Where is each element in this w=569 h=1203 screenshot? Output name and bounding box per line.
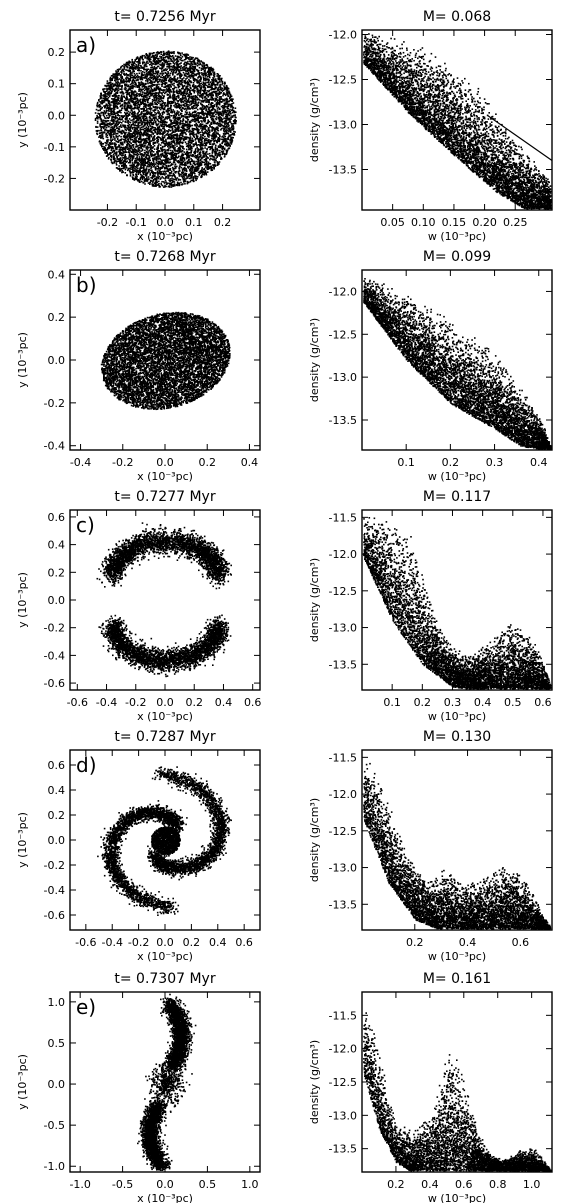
data-point xyxy=(144,150,146,152)
data-points xyxy=(95,50,237,188)
data-point xyxy=(184,95,186,97)
data-point xyxy=(206,85,208,87)
data-point xyxy=(122,168,124,170)
data-point xyxy=(139,127,141,129)
data-point xyxy=(119,78,121,80)
data-point xyxy=(222,95,224,97)
data-point xyxy=(201,83,203,85)
data-point xyxy=(130,143,132,145)
data-point xyxy=(176,143,178,145)
data-point xyxy=(180,174,182,176)
data-point xyxy=(126,127,128,129)
data-point xyxy=(187,61,189,63)
data-point xyxy=(160,144,162,146)
data-point xyxy=(159,56,161,58)
data-point xyxy=(194,92,196,94)
data-point xyxy=(161,115,163,117)
chart-panel-1: t= 0.7256 Myr-0.2 -0.1 0.0 0.1 0.2-0.2-0.10.… xyxy=(16,9,260,243)
data-point xyxy=(106,90,108,92)
data-point xyxy=(173,170,175,172)
chart-title: t= 0.7256 Myr xyxy=(114,9,215,25)
data-point xyxy=(164,112,166,114)
data-point xyxy=(137,112,139,114)
data-point xyxy=(162,74,164,76)
data-point xyxy=(147,83,149,85)
data-point xyxy=(144,62,146,64)
data-point xyxy=(117,138,119,140)
data-point xyxy=(156,113,158,115)
data-point xyxy=(138,173,140,175)
data-point xyxy=(139,156,141,158)
data-point xyxy=(155,114,157,116)
data-point xyxy=(201,167,203,169)
data-point xyxy=(205,77,207,79)
data-point xyxy=(228,126,230,128)
data-point xyxy=(154,135,156,137)
data-point xyxy=(105,145,107,147)
data-point xyxy=(182,95,184,97)
data-point xyxy=(194,134,196,136)
data-point xyxy=(171,171,173,173)
data-point xyxy=(175,163,177,165)
data-point xyxy=(232,112,234,114)
data-point xyxy=(170,86,172,88)
data-point xyxy=(142,55,144,57)
data-point xyxy=(149,96,151,98)
data-point xyxy=(106,109,108,111)
data-point xyxy=(158,121,160,123)
data-point xyxy=(96,109,98,111)
data-point xyxy=(231,127,233,129)
data-point xyxy=(169,94,171,96)
data-point xyxy=(127,125,129,127)
data-point xyxy=(230,117,232,119)
data-point xyxy=(198,120,200,122)
data-point xyxy=(142,91,144,93)
data-point xyxy=(120,88,122,90)
data-point xyxy=(158,97,160,99)
data-point xyxy=(154,145,156,147)
data-point xyxy=(212,71,214,73)
data-point xyxy=(171,115,173,117)
data-point xyxy=(118,165,120,167)
data-point xyxy=(140,91,142,93)
data-point xyxy=(161,181,163,183)
data-point xyxy=(149,174,151,176)
data-point xyxy=(164,170,166,172)
data-point xyxy=(137,86,139,88)
data-point xyxy=(171,186,173,188)
data-point xyxy=(182,56,184,58)
data-point xyxy=(104,88,106,90)
data-point xyxy=(181,52,183,54)
data-point xyxy=(132,162,134,164)
data-point xyxy=(207,119,209,121)
data-point xyxy=(195,142,197,144)
data-point xyxy=(198,115,200,117)
data-point xyxy=(165,139,167,141)
data-point xyxy=(149,182,151,184)
data-point xyxy=(157,106,159,108)
data-point xyxy=(160,156,162,158)
data-point xyxy=(98,130,100,132)
data-point xyxy=(96,133,98,135)
data-point xyxy=(126,119,128,121)
data-point xyxy=(184,151,186,153)
